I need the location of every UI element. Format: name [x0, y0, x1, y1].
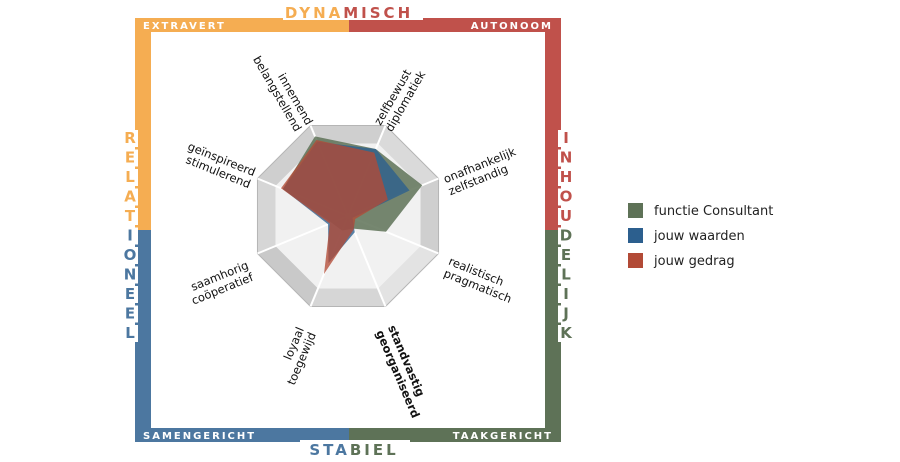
left-title-letter-1: E: [125, 149, 135, 167]
right-title-letter-9: J: [562, 305, 569, 323]
right-title-letter-7: L: [561, 266, 571, 284]
frame-top-right: [349, 18, 561, 32]
frame-bottom-left: [135, 428, 349, 442]
axis-title-top-part-b: MISCH: [343, 4, 413, 22]
right-title-letter-2: H: [560, 168, 573, 186]
right-title-letter-5: D: [560, 227, 572, 245]
corner-label-extravert: EXTRAVERT: [143, 21, 226, 32]
right-title-letter-0: I: [563, 129, 569, 147]
axis-title-top-part-a: DYNA: [285, 4, 343, 22]
legend-swatch-functie: [628, 203, 643, 218]
left-title-letter-8: E: [125, 285, 135, 303]
right-title-letter-6: E: [561, 246, 571, 264]
svg-text:standvastiggeorganiseerd: standvastiggeorganiseerd: [373, 323, 435, 420]
corner-label-autonoom: AUTONOOM: [471, 21, 553, 32]
trait-label-zelfbewust: zelfbewustdiplomatiek: [371, 62, 428, 134]
radar-band-6: [257, 178, 276, 254]
radar-band-2: [420, 178, 439, 254]
frame-right-bottom: [545, 230, 561, 442]
left-title-letter-9: E: [125, 305, 135, 323]
legend-swatch-gedrag: [628, 253, 643, 268]
radar-band-0: [310, 125, 386, 144]
right-title-letter-8: I: [563, 285, 569, 303]
corner-label-samengericht: SAMENGERICHT: [143, 431, 256, 442]
trait-label-geinspireerd: geïnspireerdstimulerend: [181, 139, 258, 191]
trait-label-loyaal: loyaaltoegewijd: [272, 325, 319, 387]
radar-band-5: [257, 246, 318, 307]
radar-series: [281, 136, 423, 274]
left-title-letter-6: O: [124, 246, 137, 264]
trait-label-innemend: innemendbelangstellend: [250, 47, 316, 134]
corner-label-taakgericht: TAAKGERICHT: [453, 431, 553, 442]
svg-text:innemendbelangstellend: innemendbelangstellend: [250, 47, 316, 134]
frame-top-left: [135, 18, 349, 32]
svg-text:onafhankelijkzelfstandig: onafhankelijkzelfstandig: [441, 144, 522, 198]
left-title-letter-0: R: [124, 129, 136, 147]
left-title-letter-10: L: [125, 324, 135, 342]
right-title-letter-10: K: [560, 324, 573, 342]
radar-band-4: [310, 288, 386, 307]
right-title-letter-4: U: [560, 207, 572, 225]
legend: functie Consultant jouw waarden jouw ged…: [628, 203, 773, 269]
svg-text:geïnspireerdstimulerend: geïnspireerdstimulerend: [181, 139, 258, 191]
left-title-letter-2: L: [125, 168, 135, 186]
radar-band-3: [378, 246, 439, 307]
series-area-2: [281, 139, 388, 274]
right-title-letter-1: N: [560, 149, 573, 167]
trait-label-standvastig: standvastiggeorganiseerd: [373, 323, 435, 420]
radar-band-1: [378, 125, 439, 186]
svg-text:loyaaltoegewijd: loyaaltoegewijd: [272, 325, 319, 387]
left-title-letter-7: N: [124, 266, 137, 284]
axis-title-bottom: STABIEL: [309, 441, 398, 459]
axis-title-bottom-part-b: BIEL: [350, 441, 399, 459]
legend-swatch-waarden: [628, 228, 643, 243]
left-title-letter-4: T: [125, 207, 136, 225]
axis-title-top: DYNAMISCH: [285, 4, 413, 22]
frame-right-top: [545, 18, 561, 230]
legend-label-functie: functie Consultant: [654, 204, 773, 219]
svg-text:saamhorigcoöperatief: saamhorigcoöperatief: [185, 258, 257, 308]
legend-label-waarden: jouw waarden: [653, 229, 745, 244]
legend-label-gedrag: jouw gedrag: [653, 254, 735, 269]
trait-label-onafhankelijk: onafhankelijkzelfstandig: [441, 144, 522, 198]
frame-bottom-right: [349, 428, 561, 442]
right-title-letter-3: O: [560, 188, 573, 206]
axis-title-bottom-part-a: STA: [309, 441, 349, 459]
left-title-letter-3: A: [124, 188, 136, 206]
frame-left-bottom: [135, 230, 151, 442]
trait-label-realistisch: realistischpragmatisch: [442, 254, 519, 306]
svg-text:zelfbewustdiplomatiek: zelfbewustdiplomatiek: [371, 62, 428, 134]
radar-band-7: [257, 125, 318, 186]
frame-border: [135, 18, 561, 442]
left-title-letter-5: I: [127, 227, 133, 245]
frame-left-top: [135, 18, 151, 230]
svg-text:realistischpragmatisch: realistischpragmatisch: [442, 254, 519, 306]
trait-label-saamhorig: saamhorigcoöperatief: [185, 258, 257, 308]
